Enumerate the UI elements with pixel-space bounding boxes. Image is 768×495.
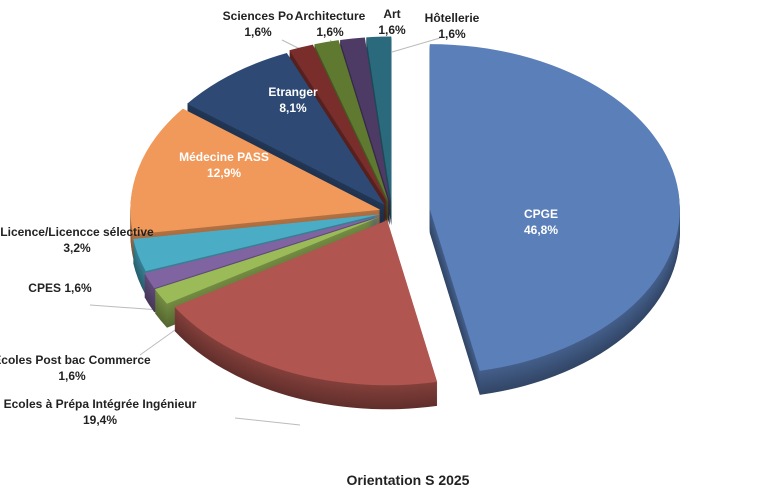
data-label-name: Licence/Licencce sélective bbox=[0, 225, 154, 239]
pie-slice-sciences-po bbox=[289, 44, 388, 203]
data-label: Ecoles Post bac Commerce 1,6% bbox=[0, 352, 151, 384]
data-label-value: 1,6% bbox=[438, 27, 466, 41]
data-label-name: Médecine PASS bbox=[179, 150, 269, 164]
data-label: Hôtellerie 1,6% bbox=[425, 10, 480, 42]
pie-slice-cpes bbox=[144, 216, 380, 289]
leader-line bbox=[139, 329, 176, 356]
slice-tops bbox=[130, 36, 680, 386]
data-label-name: Ecoles à Prépa Intégrée Ingénieur bbox=[3, 397, 197, 411]
data-label-name: Ecoles Post bac Commerce bbox=[0, 353, 151, 367]
data-label-value: 8,1% bbox=[279, 101, 307, 115]
data-label-name: CPES bbox=[28, 281, 61, 295]
pie-slice-art bbox=[339, 37, 390, 202]
data-label: CPES 1,6% bbox=[28, 280, 91, 296]
pie-slice-h-tellerie bbox=[366, 36, 392, 202]
data-label: Etranger 8,1% bbox=[268, 84, 317, 116]
data-label: Sciences Po 1,6% bbox=[223, 8, 294, 40]
pie-slice-architecture bbox=[314, 40, 389, 202]
data-label: Médecine PASS 12,9% bbox=[179, 149, 269, 181]
data-label-name: Hôtellerie bbox=[424, 11, 480, 25]
data-label: Art 1,6% bbox=[378, 6, 405, 38]
data-label: Architecture 1,6% bbox=[295, 8, 366, 40]
pie-slice-ecoles-post-bac-commerce bbox=[154, 217, 380, 304]
data-label-name: Art bbox=[383, 7, 401, 21]
pie-slice-etranger bbox=[187, 53, 385, 205]
data-label-name: CPGE bbox=[523, 207, 558, 221]
data-label: CPGE 46,8% bbox=[524, 206, 558, 238]
data-label: Licence/Licencce sélective 3,2% bbox=[0, 224, 153, 256]
data-label-value: 12,9% bbox=[206, 166, 242, 180]
data-label-value: 3,2% bbox=[63, 241, 91, 255]
leader-line bbox=[391, 37, 441, 53]
data-label-name: Architecture bbox=[294, 9, 366, 23]
data-label-value: 1,6% bbox=[316, 25, 344, 39]
data-label-value: 1,6% bbox=[64, 281, 92, 295]
data-label-name: Sciences Po bbox=[222, 9, 294, 23]
pie-slice-m-decine-pass bbox=[130, 108, 381, 235]
data-label-value: 19,4% bbox=[82, 413, 118, 427]
pie-slice-cpge bbox=[429, 44, 680, 371]
leader-line bbox=[234, 417, 301, 426]
data-label-value: 1,6% bbox=[378, 23, 406, 37]
leader-line bbox=[89, 304, 161, 311]
pie-slice-licence-licencce-s-lective bbox=[133, 214, 381, 272]
data-label-value: 46,8% bbox=[523, 223, 559, 237]
data-label: Ecoles à Prépa Intégrée Ingénieur 19,4% bbox=[4, 396, 197, 428]
data-label-name: Etranger bbox=[268, 85, 318, 99]
data-label-value: 1,6% bbox=[58, 369, 86, 383]
chart-title: Orientation S 2025 bbox=[346, 472, 470, 488]
data-label-value: 1,6% bbox=[244, 25, 272, 39]
pie-slice-ecoles-pr-pa-int-gr-e-ing-nieur bbox=[174, 220, 438, 386]
